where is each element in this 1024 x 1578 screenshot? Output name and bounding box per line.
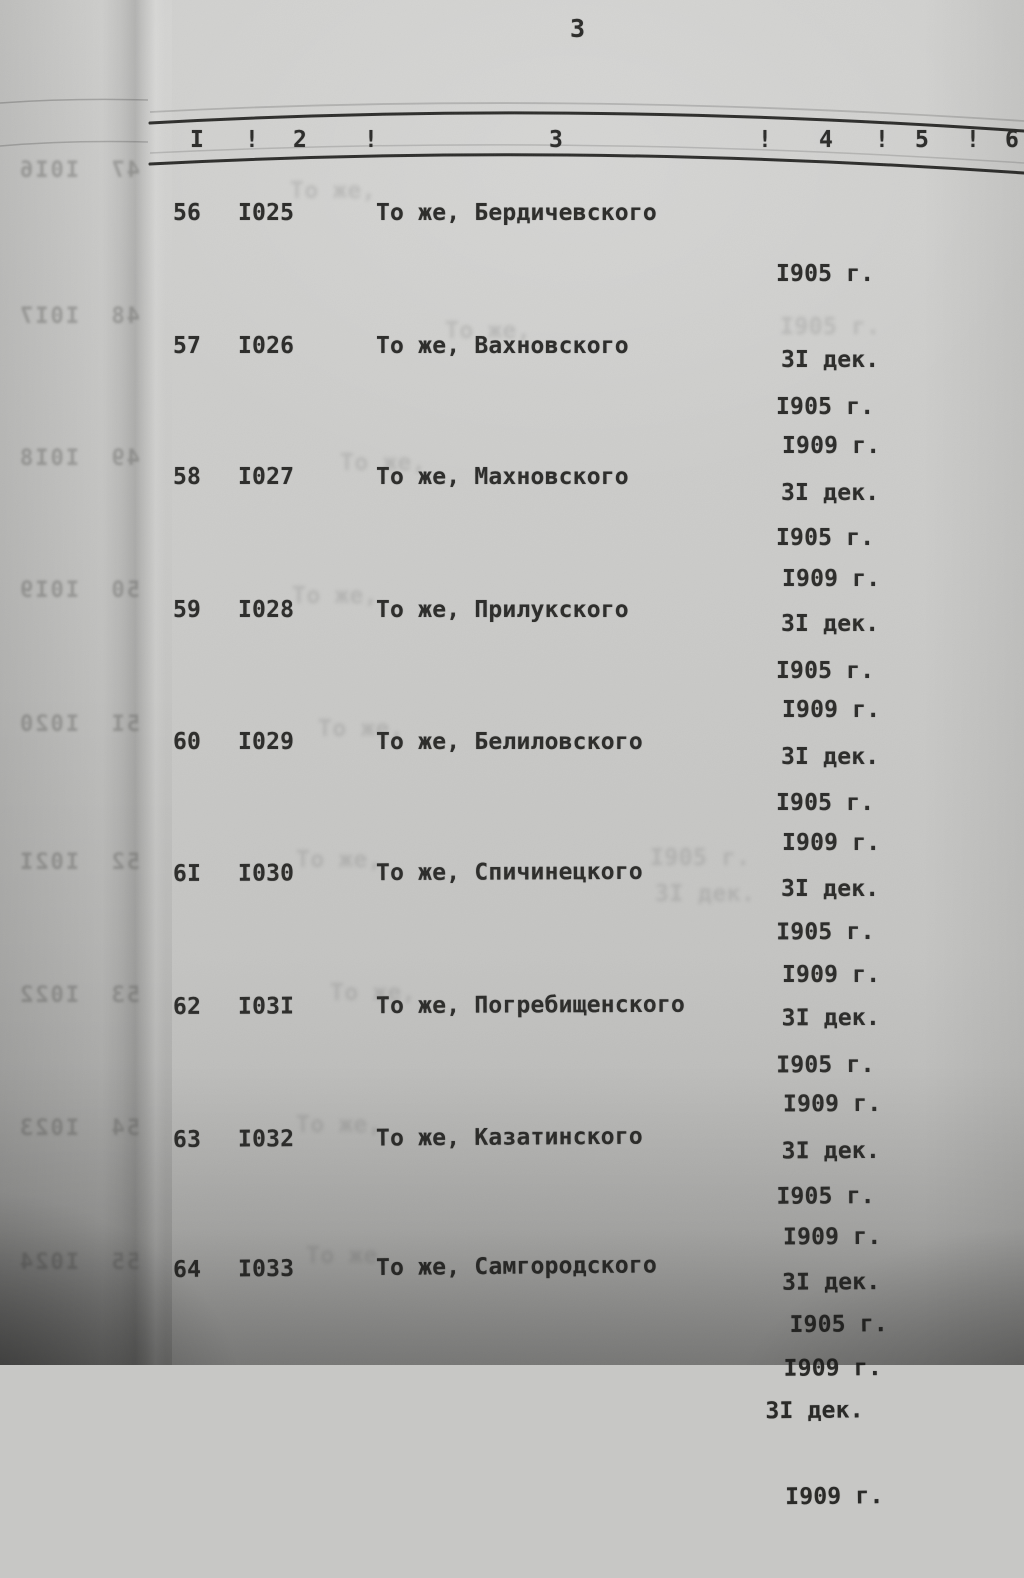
table-row: 59 I028 То же, Прилукского I905 г. 3I де… <box>0 597 1024 856</box>
row-file-code: I027 <box>238 464 295 490</box>
row-number: 62 <box>172 993 202 1020</box>
row-description: То же, Самгородского <box>375 1252 658 1282</box>
table-row: 6I I030 То же, Спичинецкого I905 г. 3I д… <box>0 857 1024 1117</box>
row-file-code: I032 <box>237 1126 295 1153</box>
row-date-mid: 3I дек. <box>765 1397 864 1425</box>
row-number: 6I <box>172 860 202 887</box>
table-row: 57 I026 То же, Вахновского I905 г. 3I де… <box>0 333 1024 592</box>
row-file-code: I028 <box>238 597 295 623</box>
scanned-document-page: 47 I0I6 48 I0I7 49 I0I8 50 I0I9 5I I020 52 I0… <box>0 0 1024 1510</box>
row-number: 59 <box>173 597 202 623</box>
row-date-start: I905 г. <box>776 525 875 551</box>
table-body: 56 I025 То же, Бердичевского I905 г. 3I … <box>0 200 1024 1510</box>
row-file-code: I026 <box>238 333 295 359</box>
table-row: 56 I025 То же, Бердичевского I905 г. 3I … <box>0 200 1024 459</box>
row-file-code: I030 <box>237 860 295 887</box>
row-date-start: I905 г. <box>776 658 875 684</box>
row-description: То же, Белиловского <box>376 729 643 755</box>
row-number: 63 <box>172 1126 202 1153</box>
row-date-start: I905 г. <box>789 1311 889 1339</box>
table-row: 63 I032 То же, Казатинского I905 г. 3I д… <box>0 1121 1024 1382</box>
table-row: 60 I029 То же, Белиловского I905 г. 3I д… <box>0 729 1024 988</box>
row-description: То же, Махновского <box>376 464 629 490</box>
row-date-start: I905 г. <box>776 261 875 287</box>
row-file-code: I029 <box>238 729 295 755</box>
row-date-start: I905 г. <box>776 918 875 946</box>
row-date-end: I909 г. <box>785 1483 884 1511</box>
row-description: То же, Казатинского <box>375 1123 643 1152</box>
row-number: 57 <box>173 333 202 359</box>
row-file-code: I025 <box>238 200 295 226</box>
row-number: 56 <box>173 200 202 226</box>
row-description: То же, Спичинецкого <box>375 858 643 887</box>
row-description: То же, Вахновского <box>376 333 629 359</box>
row-dates: I905 г. 3I дек. I909 г. <box>765 1259 890 1570</box>
row-file-code: I03I <box>237 993 295 1020</box>
row-description: То же, Бердичевского <box>376 200 657 226</box>
row-date-start: I905 г. <box>776 394 875 420</box>
table-row: 64 I033 То же, Самгородского I905 г. 3I … <box>0 1249 1024 1510</box>
row-number: 64 <box>172 1256 202 1283</box>
row-date-start: I905 г. <box>776 1183 875 1210</box>
row-number: 58 <box>173 464 202 490</box>
row-file-code: I033 <box>237 1255 295 1283</box>
row-date-start: I905 г. <box>776 1051 875 1079</box>
table-row: 62 I03I То же, Погребищенского I905 г. 3… <box>0 990 1024 1251</box>
row-date-start: I905 г. <box>776 790 875 816</box>
table-row: 58 I027 То же, Махновского I905 г. 3I де… <box>0 464 1024 723</box>
row-number: 60 <box>173 729 202 755</box>
row-description: То же, Погребищенского <box>375 991 686 1020</box>
row-description: То же, Прилукского <box>376 597 629 623</box>
